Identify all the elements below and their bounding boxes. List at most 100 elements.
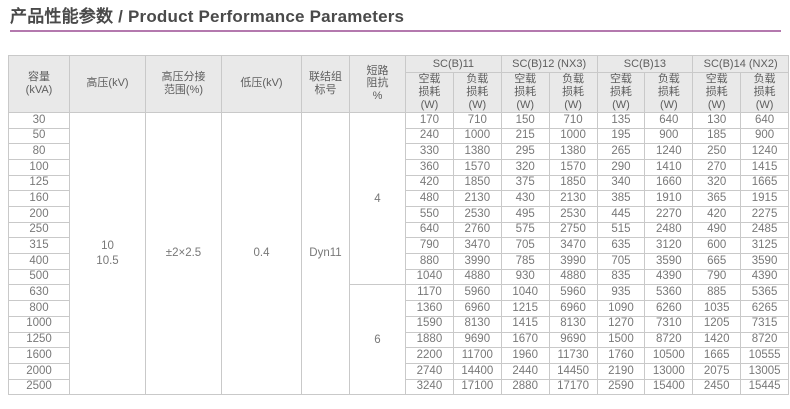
loss-value-cell: 575: [500, 221, 550, 239]
loss-value-cell: 2530: [548, 206, 598, 223]
loss-value-cell: 2590: [596, 378, 646, 396]
loss-value-cell: 1665: [740, 174, 789, 192]
loss-value-cell: 900: [644, 127, 694, 145]
loss-value-cell: 1215: [500, 300, 550, 317]
column-header-capacity: 容量 (kVA): [8, 55, 70, 113]
loss-value-cell: 1410: [644, 158, 694, 176]
table-row-1250: 1250 1880 9690 1670 9690 1500 8720 1420 8720: [8, 331, 789, 349]
capacity-cell: 500: [8, 268, 70, 286]
no-load-loss-header-0: 空载 损耗 (W): [405, 72, 454, 113]
loss-value-cell: 790: [405, 237, 454, 255]
loss-value-cell: 2190: [596, 362, 646, 380]
capacity-cell: 2500: [8, 378, 70, 396]
loss-value-cell: 4880: [548, 268, 598, 286]
loss-value-cell: 2750: [548, 221, 598, 239]
loss-value-cell: 1415: [500, 315, 550, 333]
column-header-tap_range: 高压分接 范围(%): [145, 55, 222, 113]
loss-value-cell: 705: [500, 237, 550, 255]
loss-value-cell: 320: [500, 158, 550, 176]
impedance-cell: 4: [349, 111, 406, 286]
loss-value-cell: 6960: [548, 300, 598, 317]
loss-value-cell: 375: [500, 174, 550, 192]
table-row-80: 80 330 1380 295 1380 265 1240 250 1240: [8, 143, 789, 160]
loss-value-cell: 1415: [740, 158, 789, 176]
loss-value-cell: 14400: [452, 362, 502, 380]
loss-value-cell: 2760: [452, 221, 502, 239]
shared-value-cell-hv: 10 10.5: [69, 111, 146, 396]
loss-value-cell: 1670: [500, 331, 550, 349]
product-group-header-2: SC(B)13: [596, 55, 694, 73]
loss-value-cell: 1270: [596, 315, 646, 333]
loss-value-cell: 17170: [548, 378, 598, 396]
capacity-cell: 50: [8, 127, 70, 145]
loss-value-cell: 1040: [500, 284, 550, 302]
loss-value-cell: 3990: [452, 253, 502, 270]
loss-value-cell: 495: [500, 206, 550, 223]
capacity-cell: 100: [8, 158, 70, 176]
loss-value-cell: 385: [596, 190, 646, 208]
product-performance-table: 容量 (kVA) 高压(kV) 高压分接 范围(%) 低压(kV) 联结组 标号 短路 阻…: [8, 55, 789, 396]
loss-value-cell: 1000: [452, 127, 502, 145]
loss-value-cell: 1240: [740, 143, 789, 160]
shared-value-cell-vector_group: Dyn11: [301, 111, 350, 396]
loss-value-cell: 13005: [740, 362, 789, 380]
loss-value-cell: 2275: [740, 206, 789, 223]
loss-value-cell: 900: [740, 127, 789, 145]
capacity-cell: 250: [8, 221, 70, 239]
table-row-400: 400 880 3990 785 3990 705 3590 665 3590: [8, 253, 789, 270]
column-header-impedance: 短路 阻抗 %: [349, 55, 406, 113]
loss-value-cell: 420: [405, 174, 454, 192]
loss-value-cell: 3470: [548, 237, 598, 255]
loss-value-cell: 8130: [452, 315, 502, 333]
capacity-cell: 160: [8, 190, 70, 208]
capacity-cell: 2000: [8, 362, 70, 380]
loss-value-cell: 1760: [596, 347, 646, 364]
loss-value-cell: 360: [405, 158, 454, 176]
column-header-vector_group: 联结组 标号: [301, 55, 350, 113]
loss-value-cell: 1665: [692, 347, 742, 364]
loss-value-cell: 4390: [644, 268, 694, 286]
table-row-2500: 2500 3240 17100 2880 17170 2590 15400 2450 15445: [8, 378, 789, 396]
loss-value-cell: 835: [596, 268, 646, 286]
loss-value-cell: 935: [596, 284, 646, 302]
loss-value-cell: 8130: [548, 315, 598, 333]
loss-value-cell: 490: [692, 221, 742, 239]
capacity-cell: 1000: [8, 315, 70, 333]
loss-value-cell: 1360: [405, 300, 454, 317]
loss-value-cell: 1880: [405, 331, 454, 349]
loss-value-cell: 1420: [692, 331, 742, 349]
table-row-250: 250 640 2760 575 2750 515 2480 490 2485: [8, 221, 789, 239]
loss-value-cell: 1040: [405, 268, 454, 286]
impedance-cell: 6: [349, 284, 406, 396]
loss-value-cell: 2270: [644, 206, 694, 223]
loss-value-cell: 8720: [644, 331, 694, 349]
loss-value-cell: 185: [692, 127, 742, 145]
page-title: 产品性能参数 / Product Performance Parameters: [10, 7, 405, 26]
loss-value-cell: 640: [405, 221, 454, 239]
product-group-header-1: SC(B)12 (NX3): [500, 55, 598, 73]
loss-value-cell: 195: [596, 127, 646, 145]
loss-value-cell: 2880: [500, 378, 550, 396]
loss-value-cell: 7310: [644, 315, 694, 333]
no-load-loss-header-2: 空载 损耗 (W): [596, 72, 646, 113]
capacity-cell: 400: [8, 253, 70, 270]
loss-value-cell: 1915: [740, 190, 789, 208]
loss-value-cell: 9690: [548, 331, 598, 349]
table-row-500: 500 1040 4880 930 4880 835 4390 790 4390: [8, 268, 789, 286]
loss-value-cell: 3125: [740, 237, 789, 255]
loss-value-cell: 930: [500, 268, 550, 286]
product-group-header-3: SC(B)14 (NX2): [692, 55, 789, 73]
loss-value-cell: 240: [405, 127, 454, 145]
loss-value-cell: 5365: [740, 284, 789, 302]
loss-value-cell: 320: [692, 174, 742, 192]
loss-value-cell: 1380: [548, 143, 598, 160]
loss-value-cell: 1380: [452, 143, 502, 160]
loss-value-cell: 2130: [452, 190, 502, 208]
loss-value-cell: 2480: [644, 221, 694, 239]
capacity-cell: 30: [8, 111, 70, 129]
loss-value-cell: 1590: [405, 315, 454, 333]
loss-value-cell: 3590: [740, 253, 789, 270]
loss-value-cell: 1960: [500, 347, 550, 364]
loss-value-cell: 6260: [644, 300, 694, 317]
loss-value-cell: 340: [596, 174, 646, 192]
